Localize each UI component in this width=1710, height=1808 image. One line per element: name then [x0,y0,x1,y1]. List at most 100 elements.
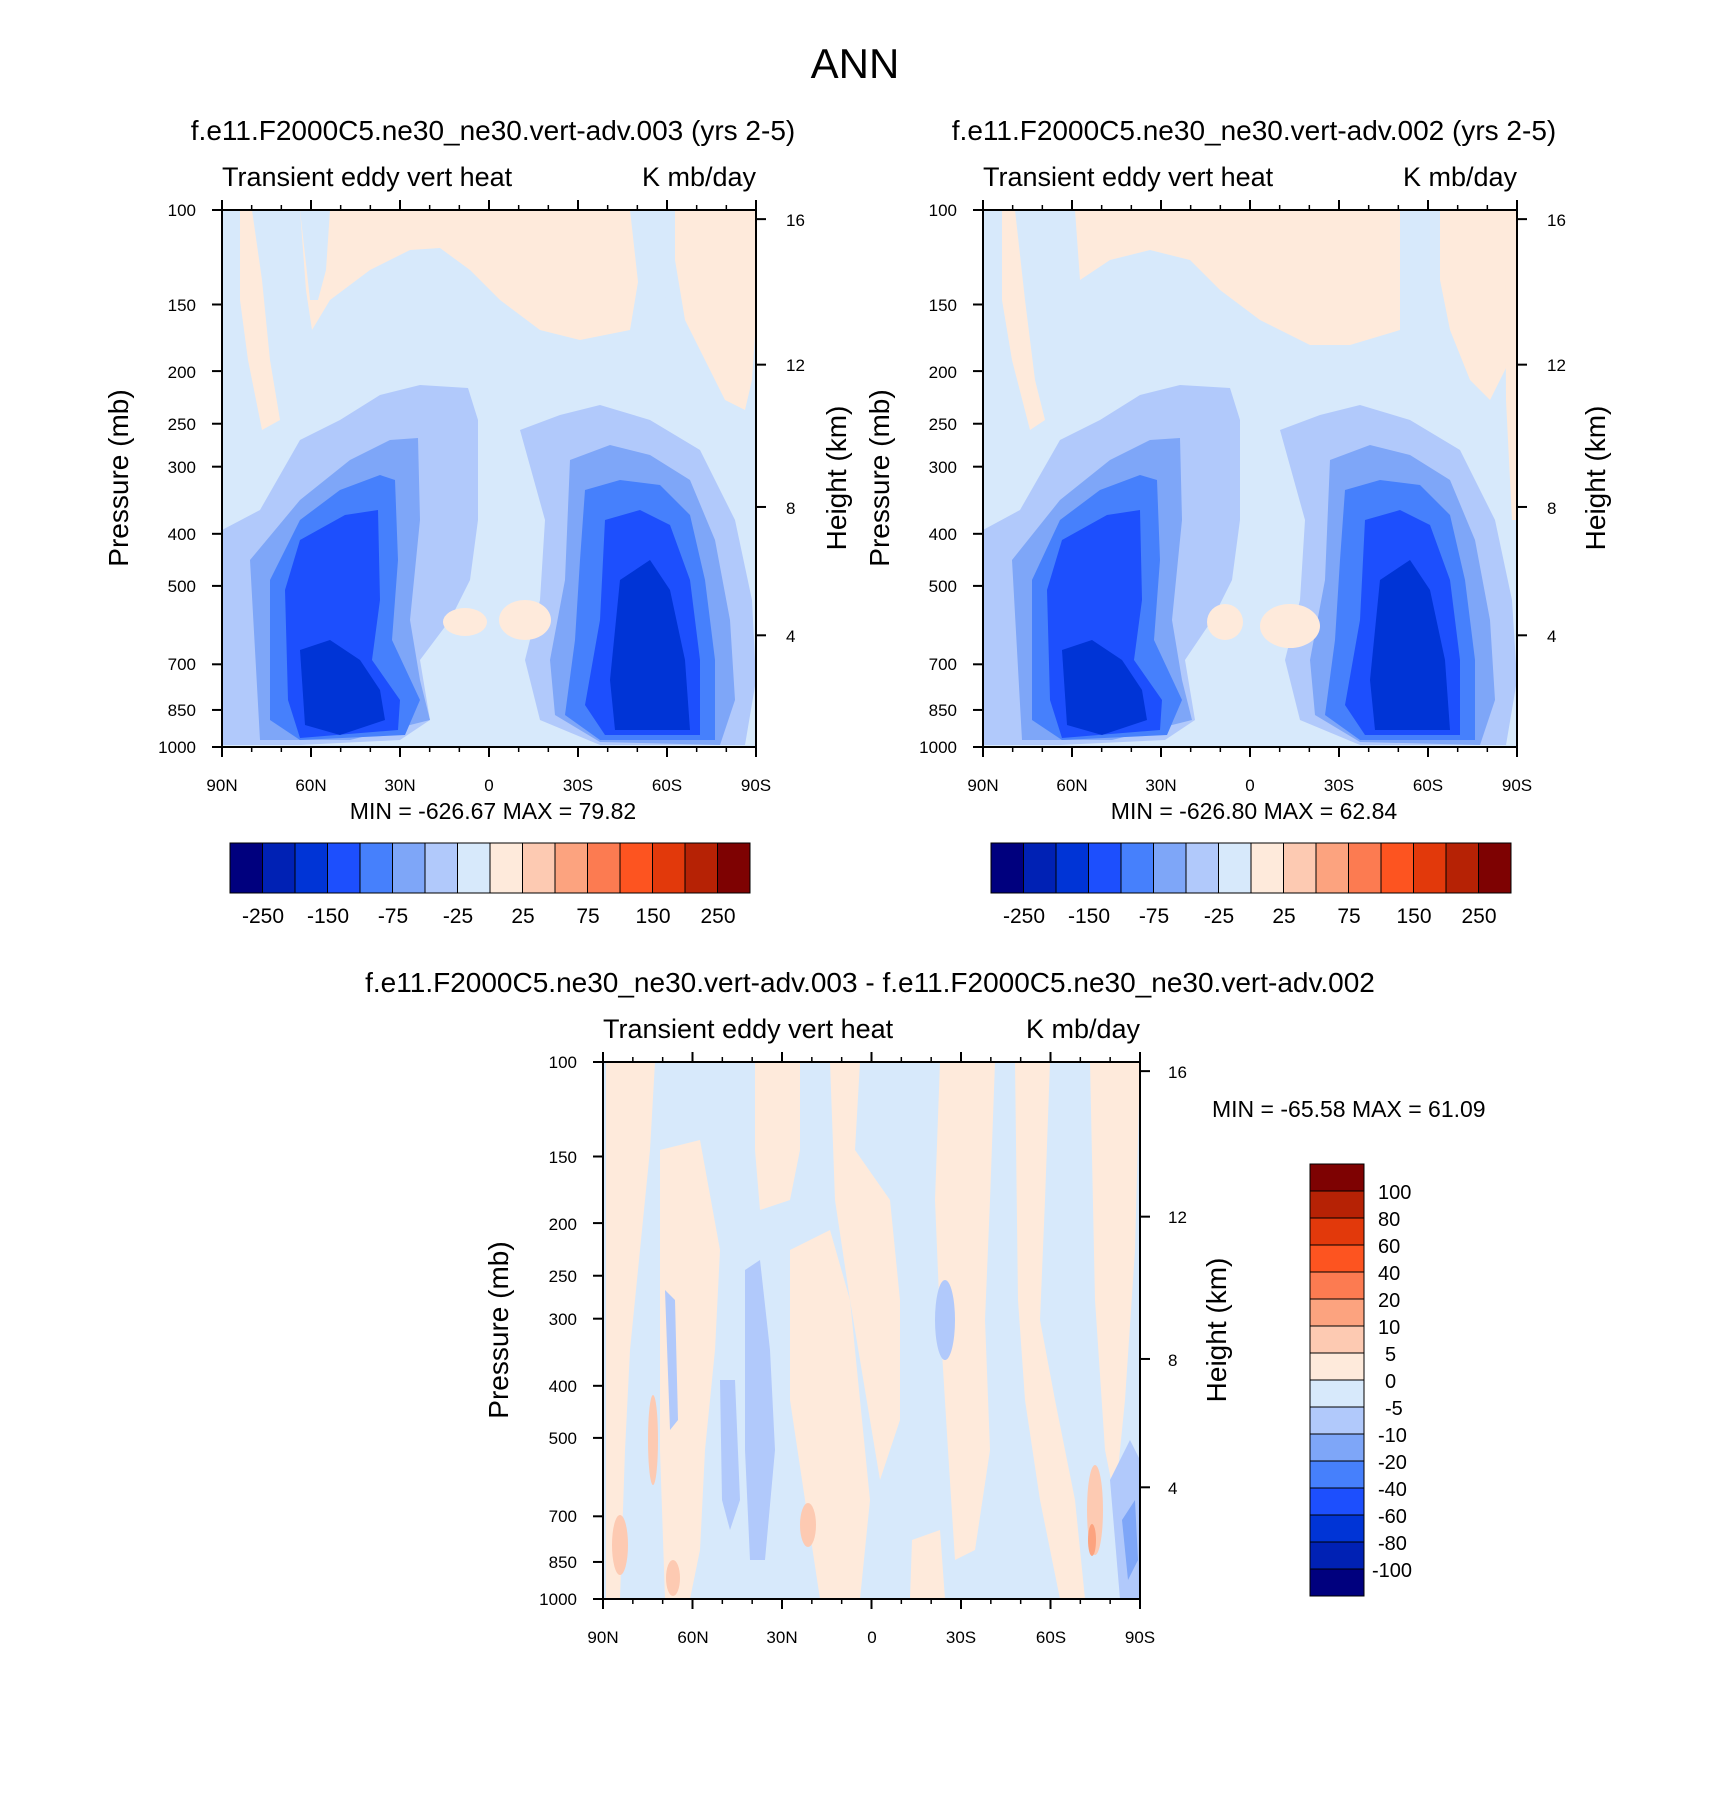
panel-1-ytick-300: 300 [168,458,196,477]
panel-2-y2tick-16: 16 [1547,211,1566,230]
panel-3-cb-label-2: 60 [1378,1236,1400,1258]
panel-3-y2tick-4: 4 [1168,1479,1177,1498]
panel-1-plot [221,209,757,748]
panel-1-cb-label-5: 75 [576,905,599,928]
panel-1-xtick-30n: 30N [384,776,415,795]
panel-2-ytick-500: 500 [929,577,957,596]
panel-2-cb-label-3: -25 [1204,905,1234,928]
colorbar-swatch-7 [1309,1352,1365,1381]
panel-2-cb-label-7: 250 [1461,905,1496,928]
colorbar-swatch-11 [1348,842,1382,894]
colorbar-swatch-6 [1185,842,1219,894]
colorbar-swatch-15 [1309,1568,1365,1597]
panel-2-y2tick-4: 4 [1547,627,1556,646]
colorbar-swatch-8 [1309,1379,1365,1408]
colorbar-swatch-10 [1309,1433,1365,1462]
panel-3-cb-label-5: 10 [1378,1317,1400,1339]
panel-3-xtick-30n: 30N [766,1628,797,1647]
colorbar-swatch-4 [1120,842,1154,894]
panel-1-ylabel: Pressure (mb) [103,389,134,566]
panel-3-colorbar [1309,1163,1365,1597]
colorbar-swatch-13 [652,842,686,894]
panel-1-xtick-60n: 60N [295,776,326,795]
panel-3-cb-label-10: -20 [1378,1452,1407,1474]
colorbar-swatch-8 [1250,842,1284,894]
panel-1-xtick-90n: 90N [206,776,237,795]
panel-3-ytick-300: 300 [549,1310,577,1329]
panel-2-ytick-200: 200 [929,363,957,382]
colorbar-swatch-4 [1309,1271,1365,1300]
panel-3-ytick-700: 700 [549,1507,577,1526]
panel-1-cb-label-6: 150 [635,905,670,928]
colorbar-swatch-10 [1315,842,1349,894]
colorbar-swatch-12 [619,842,653,894]
panel-2-y2tick-8: 8 [1547,499,1556,518]
panel-2-cb-label-1: -150 [1068,905,1110,928]
panel-2-ytick-250: 250 [929,415,957,434]
colorbar-swatch-13 [1413,842,1447,894]
panel-2-ytick-100: 100 [929,201,957,220]
colorbar-swatch-12 [1309,1487,1365,1516]
colorbar-swatch-7 [1218,842,1252,894]
colorbar-swatch-0 [1309,1163,1365,1192]
colorbar-swatch-12 [1380,842,1414,894]
panel-2-cb-label-2: -75 [1139,905,1169,928]
panel-3-cb-label-4: 20 [1378,1290,1400,1312]
colorbar-swatch-0 [229,842,263,894]
colorbar-swatch-6 [424,842,458,894]
panel-1-y-ticks: 100 150 200 250 300 400 500 700 850 1000 [158,201,196,757]
panel-2-x-ticks: 90N 60N 30N 0 30S 60S 90S [967,776,1532,795]
panel-3-cb-label-8: -5 [1385,1398,1403,1420]
panel-3-xtick-30s: 30S [946,1628,976,1647]
panel-2-y-ticks: 100 150 200 250 300 400 500 700 850 1000 [919,201,957,757]
panel-3-cb-label-3: 40 [1378,1263,1400,1285]
panel-3-ytick-100: 100 [549,1053,577,1072]
panel-3-cb-label-9: -10 [1378,1425,1407,1447]
colorbar-swatch-14 [1309,1541,1365,1570]
panel-2-y2label: Height (km) [1580,406,1611,551]
panel-3-ytick-200: 200 [549,1215,577,1234]
colorbar-swatch-0 [990,842,1024,894]
colorbar-swatch-9 [522,842,556,894]
panel-1-ytick-100: 100 [168,201,196,220]
panel-3-xtick-90s: 90S [1125,1628,1155,1647]
panel-1-xtick-30s: 30S [563,776,593,795]
panel-3-y2-ticks: 16 12 8 4 [1168,1063,1187,1498]
panel-3-title: f.e11.F2000C5.ne30_ne30.vert-adv.003 - f… [365,967,1375,998]
panel-1-cb-label-0: -250 [242,905,284,928]
panel-3-xtick-0: 0 [867,1628,876,1647]
panel-2-plot [982,209,1518,748]
panel-1-y2tick-8: 8 [786,499,795,518]
panel-3-cb-label-12: -60 [1378,1506,1407,1528]
panel-2-title: f.e11.F2000C5.ne30_ne30.vert-adv.002 (yr… [952,115,1556,146]
panel-2-xtick-30n: 30N [1145,776,1176,795]
panel-2-ytick-300: 300 [929,458,957,477]
panel-2-xtick-30s: 30S [1324,776,1354,795]
panel-3-y-ticks: 100 150 200 250 300 400 500 700 850 1000 [539,1053,577,1609]
colorbar-swatch-5 [392,842,426,894]
colorbar-swatch-9 [1283,842,1317,894]
colorbar-swatch-14 [684,842,718,894]
panel-3-xtick-60n: 60N [677,1628,708,1647]
panel-2-cb-label-5: 75 [1337,905,1360,928]
colorbar-swatch-1 [1309,1190,1365,1219]
panel-3-y2tick-16: 16 [1168,1063,1187,1082]
colorbar-swatch-3 [1309,1244,1365,1273]
panel-3-min-max: MIN = -65.58 MAX = 61.09 [1212,1096,1486,1122]
panel-1-x-ticks: 90N 60N 30N 0 30S 60S 90S [206,776,771,795]
panel-2-xtick-60n: 60N [1056,776,1087,795]
panel-1-cb-label-2: -75 [378,905,408,928]
panel-1-y2label: Height (km) [821,406,852,551]
panel-3-ytick-400: 400 [549,1377,577,1396]
panel-3-cb-label-14: -100 [1372,1560,1412,1582]
colorbar-swatch-1 [1023,842,1057,894]
panel-1-left-label: Transient eddy vert heat [222,162,513,192]
colorbar-swatch-10 [554,842,588,894]
panel-3: f.e11.F2000C5.ne30_ne30.vert-adv.003 - f… [365,967,1485,1647]
colorbar-swatch-13 [1309,1514,1365,1543]
panel-2-colorbar [990,842,1512,894]
panel-3-left-label: Transient eddy vert heat [603,1014,894,1044]
panel-2-colorbar-labels: -250 -150 -75 -25 25 75 150 250 [1003,905,1497,928]
colorbar-swatch-2 [294,842,328,894]
panel-3-cb-label-13: -80 [1378,1533,1407,1555]
